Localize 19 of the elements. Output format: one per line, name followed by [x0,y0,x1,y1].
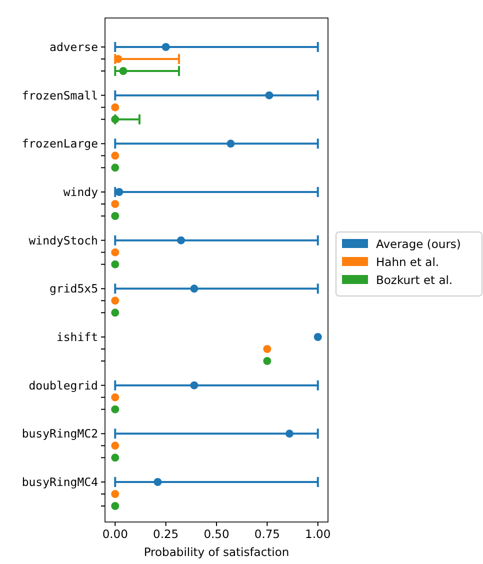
y-tick-label: busyRingMC4 [22,475,98,490]
y-tick-label: frozenSmall [22,88,98,102]
legend-label: Hahn et al. [376,255,440,270]
y-tick-label: ishift [56,330,98,344]
y-tick-label: frozenLarge [22,136,98,151]
y-tick-label: adverse [50,40,98,54]
y-tick-label: doublegrid [28,378,98,392]
y-tick-label: windy [63,185,98,200]
x-axis-title: Probability of satisfaction [144,545,290,559]
legend-label: Average (ours) [376,237,461,252]
legend-label: Bozkurt et al. [376,273,453,288]
x-tick-label: 0.25 [153,527,179,541]
x-tick-label: 0.75 [254,527,280,541]
x-tick-label: 0.50 [204,527,230,541]
y-tick-label: busyRingMC2 [22,426,98,441]
y-tick-label: grid5x5 [50,282,98,296]
x-tick-label: 0.00 [102,527,128,541]
x-tick-label: 1.00 [305,527,331,541]
y-tick-label: windyStoch [28,233,98,248]
